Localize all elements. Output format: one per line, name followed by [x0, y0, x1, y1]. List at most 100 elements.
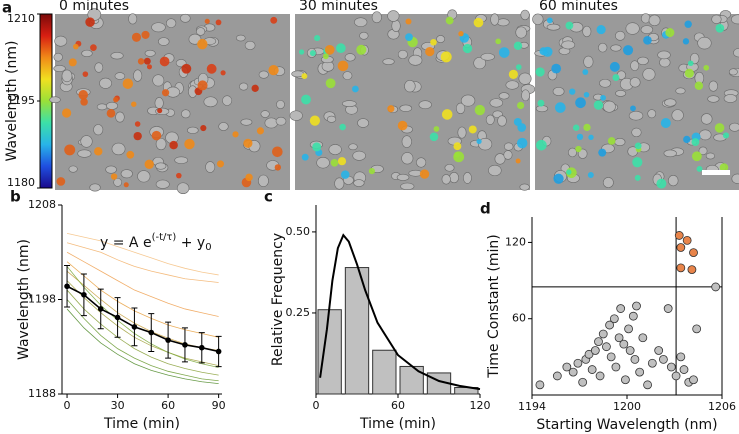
cell — [155, 162, 167, 170]
labeled-cell — [146, 64, 152, 70]
equation-part: (-t/τ) — [152, 232, 177, 243]
y-tick-label: 0.50 — [286, 225, 311, 238]
labeled-cell — [588, 134, 594, 140]
mean-point — [165, 337, 171, 343]
y-tick-label: 1188 — [28, 387, 56, 400]
cell — [61, 69, 73, 83]
labeled-cell — [583, 123, 591, 132]
trace — [66, 242, 219, 283]
cell — [222, 95, 233, 106]
cell — [155, 179, 170, 189]
cell — [289, 110, 303, 121]
cell — [133, 69, 143, 82]
labeled-cell — [245, 173, 253, 182]
labeled-cell — [692, 151, 702, 162]
cell — [731, 14, 739, 25]
point — [674, 231, 684, 240]
cell — [128, 13, 138, 25]
mean-point — [81, 291, 87, 298]
labeled-cell — [714, 123, 725, 133]
colorbar-tick-label: 1180 — [7, 176, 35, 189]
labeled-cell — [575, 145, 582, 153]
point — [635, 367, 645, 377]
x-tick-label: 30 — [111, 399, 125, 412]
labeled-cell — [660, 117, 671, 129]
cell — [352, 150, 366, 161]
mean-point — [64, 283, 70, 290]
trace — [66, 289, 219, 376]
cell — [705, 152, 715, 160]
labeled-cell — [272, 146, 283, 158]
labeled-cell — [440, 51, 452, 63]
labeled-cell — [539, 47, 548, 56]
cell — [455, 102, 466, 115]
panel-label: c — [264, 188, 273, 206]
point — [671, 371, 681, 381]
cell — [244, 40, 256, 50]
cell — [203, 96, 218, 108]
point — [659, 354, 668, 364]
labeled-cell — [337, 157, 347, 166]
cell — [382, 58, 395, 65]
labeled-cell — [565, 21, 574, 30]
cell — [404, 80, 416, 93]
point — [682, 235, 692, 245]
cell — [582, 25, 592, 38]
cell — [497, 115, 507, 127]
labeled-cell — [143, 57, 151, 65]
labeled-cell — [387, 105, 395, 113]
point — [573, 358, 583, 368]
cell — [700, 113, 713, 125]
labeled-cell — [274, 164, 282, 171]
labeled-cell — [722, 132, 730, 139]
labeled-cell — [339, 123, 346, 131]
mean-point — [114, 314, 121, 321]
panel-label: a — [2, 0, 12, 17]
cell — [657, 50, 671, 60]
cell — [144, 49, 156, 57]
cell — [489, 98, 503, 108]
labeled-cell — [301, 153, 309, 161]
x-tick-label: 90 — [212, 399, 226, 412]
cell — [521, 89, 530, 102]
cell — [89, 183, 101, 192]
cell — [151, 22, 166, 33]
cell — [416, 157, 427, 168]
labeled-cell — [537, 99, 545, 107]
labeled-cell — [141, 30, 150, 39]
labeled-cell — [337, 60, 349, 72]
cell — [614, 138, 626, 146]
trace — [66, 308, 219, 385]
point — [587, 365, 597, 374]
point — [605, 320, 614, 330]
cell — [598, 42, 608, 53]
labeled-cell — [575, 97, 586, 109]
labeled-cell — [68, 58, 77, 67]
cell — [99, 77, 112, 89]
labeled-cell — [425, 46, 435, 57]
cell — [518, 72, 532, 85]
labeled-cell — [131, 32, 142, 42]
trace — [66, 232, 219, 276]
labeled-cell — [335, 43, 346, 53]
trace — [66, 251, 219, 317]
labeled-cell — [323, 53, 329, 60]
cell — [659, 57, 671, 68]
point — [535, 380, 545, 390]
image-title: 0 minutes — [59, 0, 129, 14]
x-axis-label: Time (min) — [103, 416, 180, 432]
cell — [218, 122, 229, 131]
cell — [354, 17, 368, 27]
cell — [515, 26, 527, 39]
cell — [53, 52, 63, 62]
point — [663, 304, 673, 313]
cell — [205, 161, 216, 173]
labeled-cell — [684, 68, 694, 78]
cell — [610, 44, 622, 52]
cell — [275, 116, 287, 126]
cell — [602, 100, 616, 113]
cell — [490, 13, 500, 26]
cell — [157, 37, 170, 46]
labeled-cell — [433, 126, 440, 132]
labeled-cell — [513, 41, 523, 51]
